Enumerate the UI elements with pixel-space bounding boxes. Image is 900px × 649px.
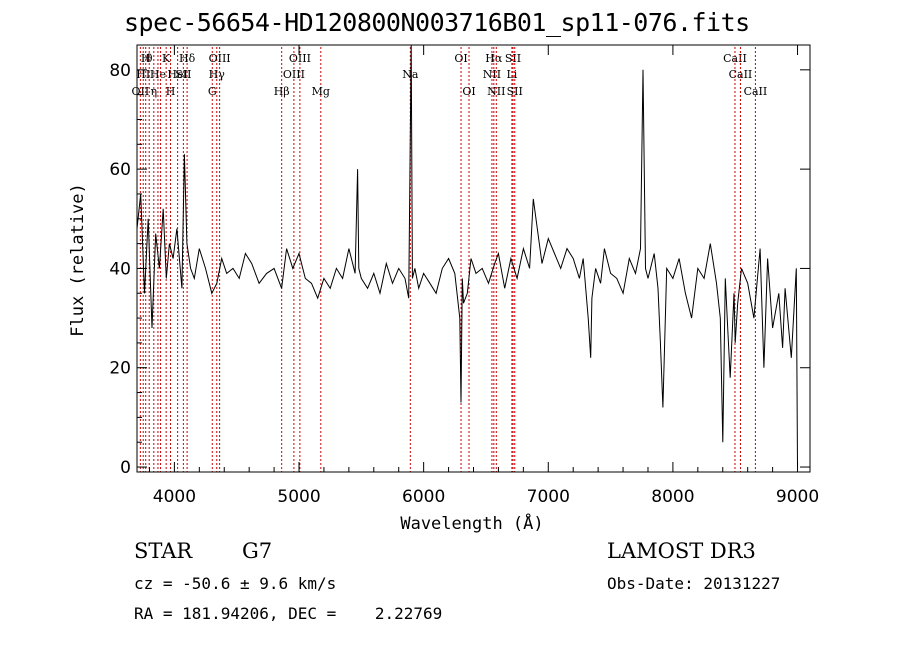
line-marker-label: CaII [723,52,747,65]
line-marker-label: G [208,85,217,98]
line-marker-label: OII [132,85,150,98]
line-marker-label: NII [483,68,501,81]
line-marker-label: CaII [729,68,753,81]
x-tick-label: 9000 [776,487,819,507]
y-axis: 0 20 40 60 80 [109,61,810,478]
line-marker-label: H [166,85,176,98]
line-marker-label: HI [136,68,150,81]
y-axis-label: Flux (relative) [68,183,88,337]
line-marker-label: Mg [312,85,330,98]
line-marker-label: K [162,52,171,65]
x-tick-label: 7000 [527,487,570,507]
y-tick-label: 60 [109,160,131,180]
obs-date: Obs-Date: 20131227 [607,574,781,593]
line-marker-label: OIII [209,52,231,65]
spectrum-line [136,44,798,468]
redshift-text: cz = -50.6 ± 9.6 km/s [134,574,337,593]
line-marker-label: OIII [283,68,305,81]
coordinates: RA = 181.94206, DEC = 2.22769 [134,604,443,623]
line-marker-label: OIII [289,52,311,65]
line-marker-label: He [150,68,166,81]
x-tick-label: 5000 [277,487,320,507]
line-marker-label: HeI [167,68,187,81]
x-tick-label: 4000 [153,487,196,507]
line-marker-label: θ [146,52,153,65]
chart-title: spec-56654-HD120800N003716B01_sp11-076.f… [124,8,750,37]
y-tick-label: 80 [109,61,131,81]
line-marker-label: OI [454,52,467,65]
line-marker-label: η [151,85,158,98]
line-marker-label: Li [506,68,517,81]
x-tick-label: 6000 [402,487,445,507]
object-subclass: G7 [242,539,273,563]
y-tick-label: 40 [109,259,131,279]
line-marker-label: Hβ [274,85,290,98]
y-tick-label: 20 [109,359,131,379]
x-axis-label: Wavelength (Å) [400,512,543,534]
line-marker-label: Hα [485,52,503,65]
line-marker-label: NII [487,85,505,98]
line-marker-label: SII [505,52,521,65]
y-tick-label: 0 [120,458,131,478]
line-marker-label: OI [462,85,475,98]
line-marker-label: H [141,52,151,65]
line-marker-label: SII [175,68,191,81]
x-axis: 4000 5000 6000 7000 8000 9000 [148,45,819,507]
object-class: STAR [134,539,193,563]
line-marker-label: Hγ [209,68,226,81]
x-tick-label: 8000 [651,487,694,507]
line-marker-layer: OIIHIHθηHeKHHeISIIHδGHγOIIIHβOIIIOIIIMgN… [132,47,768,472]
line-marker-label: SII [507,85,523,98]
survey-name: LAMOST DR3 [607,539,756,563]
line-marker-label: Hδ [179,52,196,65]
line-marker-label: CaII [744,85,768,98]
plot-frame [136,44,811,473]
